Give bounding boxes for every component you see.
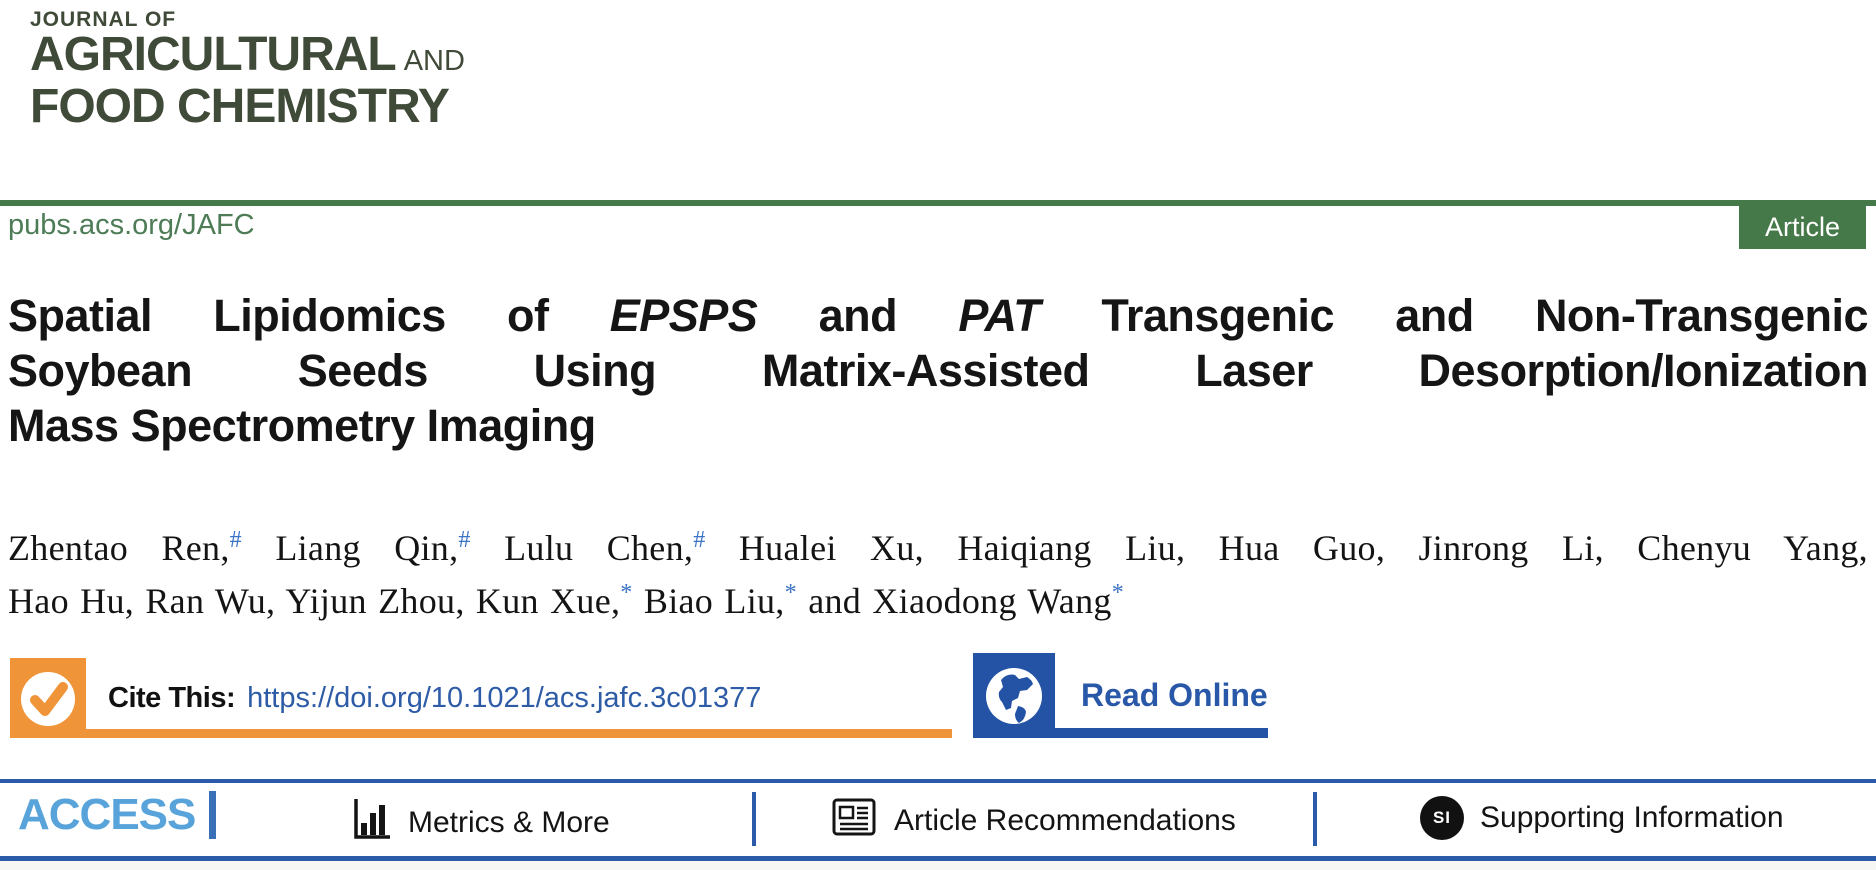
read-online-button[interactable]: Read Online (973, 653, 1268, 738)
doi-link[interactable]: https://doi.org/10.1021/acs.jafc.3c01377 (247, 681, 762, 714)
read-online-label: Read Online (1081, 677, 1268, 713)
journal-name-line1: AGRICULTURAL AND (30, 31, 465, 84)
article-type-badge: Article (1739, 206, 1866, 249)
cite-text: Cite This: https://doi.org/10.1021/acs.j… (108, 682, 761, 715)
author-name: Hao Hu, Ran Wu, Yijun Zhou, Kun Xue, (8, 581, 621, 621)
title-line-1: Spatial Lipidomics of EPSPS and PAT Tran… (8, 288, 1868, 343)
author-list: Zhentao Ren,# Liang Qin,# Lulu Chen,# Hu… (8, 522, 1868, 628)
author-name: Biao Liu, (632, 581, 785, 621)
article-title: Spatial Lipidomics of EPSPS and PAT Tran… (8, 288, 1869, 453)
journal-kicker: JOURNAL OF (30, 8, 177, 31)
author-name: Lulu Chen, (470, 528, 694, 568)
access-divider (209, 791, 217, 839)
journal-name-main: AGRICULTURAL (30, 28, 397, 81)
bar-chart-icon (348, 796, 392, 850)
title-seg: Transgenic and Non-Transgenic (1040, 290, 1868, 341)
footer-rule-bottom (0, 856, 1876, 861)
title-seg: Spatial Lipidomics of (8, 290, 610, 341)
supporting-label: Supporting Information (1480, 801, 1784, 834)
cite-underline (10, 729, 952, 738)
journal-name-line2: FOOD CHEMISTRY (30, 80, 450, 133)
author-name: Zhentao Ren, (8, 528, 230, 568)
access-link[interactable]: ACCESS (18, 790, 217, 840)
si-circle-icon: SI (1420, 796, 1464, 840)
cite-this-widget[interactable]: Cite This: https://doi.org/10.1021/acs.j… (10, 658, 761, 738)
journal-url-link[interactable]: pubs.acs.org/JAFC (8, 209, 255, 241)
footer-separator (1313, 792, 1317, 846)
check-circle-icon (10, 658, 86, 738)
footer-rule-top (0, 779, 1876, 783)
journal-name-and: AND (403, 45, 465, 77)
title-seg: and (757, 290, 959, 341)
supporting-information-link[interactable]: SI Supporting Information (1420, 796, 1784, 840)
author-affiliation-mark: # (458, 527, 471, 553)
title-line-2: Soybean Seeds Using Matrix-Assisted Lase… (8, 345, 1869, 396)
title-line-3: Mass Spectrometry Imaging (8, 400, 596, 451)
author-corresponding-mark: * (784, 580, 797, 606)
read-online-underline (1055, 728, 1268, 738)
author-name: and Xiaodong Wang (796, 581, 1112, 621)
author-line-2: Hao Hu, Ran Wu, Yijun Zhou, Kun Xue,* Bi… (8, 575, 1868, 628)
article-recommendations-link[interactable]: Article Recommendations (830, 796, 1236, 846)
author-affiliation-mark: # (229, 527, 242, 553)
footer-separator (752, 792, 756, 846)
author-corresponding-mark: * (620, 580, 633, 606)
author-line-1: Zhentao Ren,# Liang Qin,# Lulu Chen,# Hu… (8, 522, 1868, 575)
author-name: Hualei Xu, Haiqiang Liu, Hua Guo, Jinron… (705, 528, 1868, 568)
page-bottom-strip (0, 861, 1876, 870)
access-label: ACCESS (18, 790, 196, 839)
author-corresponding-mark: * (1111, 580, 1124, 606)
title-seg-italic-epsps: EPSPS (609, 290, 758, 341)
recommendations-label: Article Recommendations (894, 804, 1236, 837)
journal-logo: JOURNAL OF AGRICULTURAL AND FOOD CHEMISTR… (30, 8, 465, 133)
metrics-and-more-link[interactable]: Metrics & More (348, 796, 610, 850)
author-name: Liang Qin, (241, 528, 459, 568)
author-affiliation-mark: # (693, 527, 706, 553)
newspaper-icon (830, 796, 878, 846)
globe-icon (973, 653, 1055, 738)
metrics-label: Metrics & More (408, 806, 610, 839)
title-seg-italic-pat: PAT (958, 290, 1041, 341)
masthead-rule (0, 200, 1876, 206)
cite-this-label: Cite This: (108, 681, 236, 714)
